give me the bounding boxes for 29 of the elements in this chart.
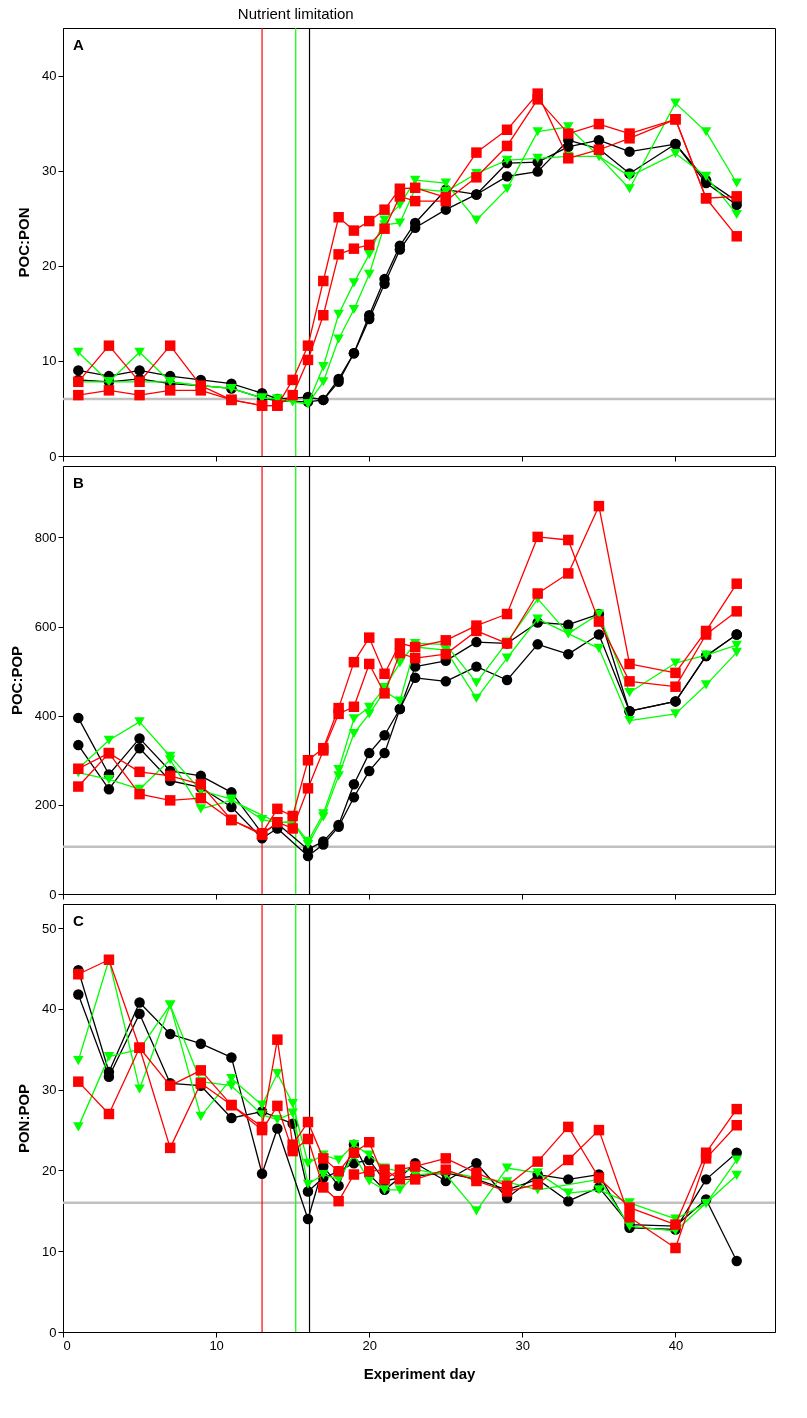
y-tick-label: 40 [42,1001,57,1017]
y-tick-label: 200 [34,797,57,813]
x-tick-label: 40 [668,1337,684,1353]
annotation: B [73,474,84,491]
y-tick-label: 20 [42,258,57,274]
y-tick-label: 10 [42,1243,57,1259]
y-tick-label: 20 [42,1162,57,1178]
y-axis-title: PON:POP [15,1083,33,1154]
annotation: A [73,36,84,53]
x-tick-label: 10 [209,1337,224,1353]
y-tick-label: 50 [42,920,57,936]
y-tick-label: 30 [42,163,57,179]
y-tick-label: 10 [42,353,57,369]
y-axis-title: POC:PON [15,207,33,278]
annotation: C [73,912,84,929]
y-tick-label: 800 [34,529,57,545]
y-tick-label: 600 [34,619,57,634]
y-tick-label: 0 [49,886,57,902]
x-tick-label: 20 [362,1337,377,1353]
x-axis-title: Experiment day [363,1364,477,1382]
x-tick-label: 30 [515,1337,531,1353]
y-tick-label: 0 [49,1324,57,1340]
y-tick-label: 30 [42,1082,57,1098]
y-axis-title: POC:POP [7,645,25,716]
ref-line-label: Nutrient limitation [237,5,354,22]
y-tick-label: 400 [34,708,57,724]
y-tick-label: 40 [42,68,57,84]
x-tick-label: 0 [63,1337,71,1353]
y-tick-label: 0 [49,448,57,464]
